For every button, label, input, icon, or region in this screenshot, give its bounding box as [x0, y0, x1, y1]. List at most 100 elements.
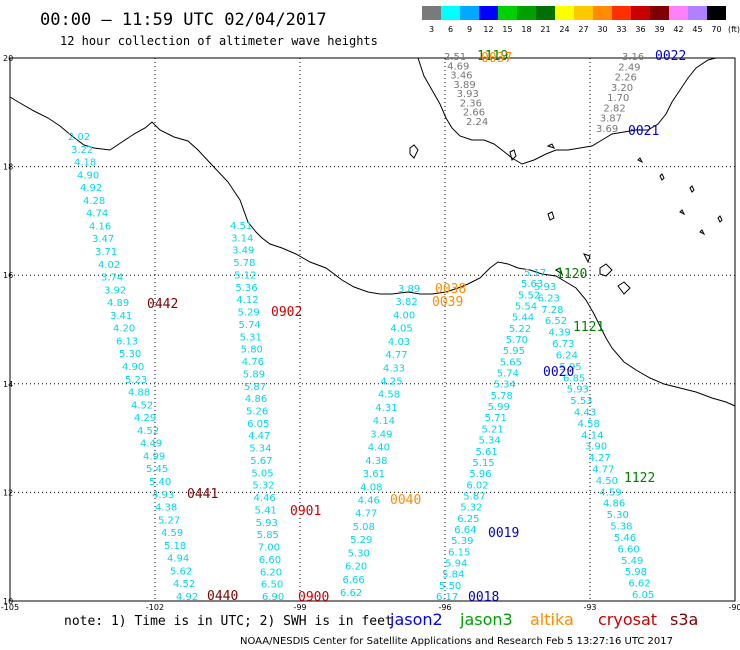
pass-time-label: 0441: [187, 487, 218, 502]
swh-value: 4.52: [131, 400, 153, 411]
colorbar-label: 9: [467, 25, 472, 34]
swh-value: 6.64: [454, 525, 476, 536]
swh-value: 4.77: [592, 465, 614, 476]
swh-value: 4.90: [77, 170, 99, 181]
swh-value: 5.80: [241, 345, 263, 356]
swh-value: 6.66: [343, 575, 365, 586]
pass-time-label: 0038: [435, 282, 466, 297]
lon-tick-label: -96: [438, 603, 451, 612]
colorbar-swatch: [498, 6, 517, 20]
colorbar: 3 6 9 12 15 18 21 24 27 30 33 36 39 42 45 70 (ft): [422, 6, 740, 34]
colorbar-swatch: [555, 6, 574, 20]
satellite-legend-item: jason2: [389, 610, 443, 629]
swh-value: 4.00: [393, 310, 415, 321]
swh-value: 3.49: [232, 246, 254, 257]
swh-value: 3.87: [600, 114, 622, 125]
colorbar-label: 70: [711, 25, 721, 34]
pass-time-label: 0442: [147, 297, 178, 312]
swh-value: 5.84: [442, 570, 464, 581]
colorbar-label: 21: [540, 25, 550, 34]
swh-value: 4.92: [80, 183, 102, 194]
lon-tick-label: -93: [583, 603, 596, 612]
swh-value: 2.26: [615, 73, 637, 84]
islands: [409, 143, 723, 295]
swh-value: 4.99: [143, 451, 165, 462]
swh-value: 4.88: [128, 388, 150, 399]
swh-value: 5.29: [350, 535, 372, 546]
colorbar-label: 27: [578, 25, 588, 34]
lon-tick-label: -102: [146, 603, 164, 612]
swh-value: 4.86: [245, 394, 267, 405]
swh-value: 5.31: [240, 332, 262, 343]
swh-value: 4.46: [358, 495, 380, 506]
pass-time-label: 0900: [298, 590, 329, 605]
colorbar-swatch: [479, 6, 498, 20]
lat-tick-label: 14: [3, 380, 13, 389]
swh-value: 5.34: [478, 436, 500, 447]
swh-value: 2.02: [68, 132, 90, 143]
swh-value: 4.28: [83, 196, 105, 207]
swh-value: 5.54: [515, 302, 537, 313]
pass-time-label: 0021: [628, 124, 659, 139]
swh-value: 5.41: [255, 505, 277, 516]
swh-value: 7.28: [541, 305, 563, 316]
swh-value: 4.50: [596, 476, 618, 487]
swh-value: 5.40: [149, 477, 171, 488]
swh-value: 3.74: [101, 273, 123, 284]
swh-value: 5.50: [439, 581, 461, 592]
swh-value: 4.47: [248, 431, 270, 442]
swh-value: 4.39: [549, 328, 571, 339]
swh-value: 6.50: [261, 580, 283, 591]
colorbar-swatch: [460, 6, 479, 20]
swh-value: 4.31: [375, 403, 397, 414]
swh-value: 4.46: [253, 493, 275, 504]
swh-value: 5.85: [257, 530, 279, 541]
colorbar-swatch: [536, 6, 555, 20]
swh-value: 3.93: [457, 89, 479, 100]
lat-tick-label: 20: [3, 54, 13, 63]
swh-value: 3.46: [450, 71, 472, 82]
swh-value: 4.74: [86, 209, 108, 220]
swh-value: 5.46: [614, 533, 636, 544]
colorbar-swatch: [631, 6, 650, 20]
swh-value: 5.74: [239, 320, 261, 331]
swh-value: 2.49: [618, 62, 640, 73]
swh-value: 4.27: [588, 453, 610, 464]
swh-value: 5.53: [570, 396, 592, 407]
swh-value: 5.22: [509, 324, 531, 335]
lat-tick-label: 18: [3, 163, 13, 172]
satellite-legend-item: s3a: [670, 610, 698, 629]
swh-value: 4.58: [378, 390, 400, 401]
swh-value: 5.36: [235, 283, 257, 294]
pass-time-label: 1122: [624, 471, 655, 486]
swh-value: 5.96: [469, 469, 491, 480]
colorbar-label: 6: [448, 25, 453, 34]
swh-value: 5.12: [234, 270, 256, 281]
swh-value: 4.51: [230, 221, 252, 232]
swh-value: 7.00: [258, 543, 280, 554]
swh-value: 5.26: [246, 407, 268, 418]
pass-time-labels: 0018 0019 0020 0021 0022 1119 1120 1121 1122 0037…: [147, 49, 686, 605]
swh-value: 4.59: [599, 487, 621, 498]
swh-value: 2.36: [460, 98, 482, 109]
swh-value: 6.60: [259, 555, 281, 566]
swh-value: 5.70: [506, 335, 528, 346]
colorbar-label: 42: [673, 25, 683, 34]
swh-value: 5.15: [472, 458, 494, 469]
legend-note: note: 1) Time is in UTC; 2) SWH is in fe…: [64, 614, 393, 629]
swh-value: 4.59: [161, 528, 183, 539]
swh-value: 5.93: [567, 385, 589, 396]
swh-value: 5.49: [621, 556, 643, 567]
coastline: [9, 96, 736, 407]
swh-value: 4.94: [167, 554, 189, 565]
swh-value: 4.20: [113, 324, 135, 335]
swh-value: 6.23: [538, 293, 560, 304]
colorbar-label: 12: [483, 25, 493, 34]
swh-value: 3.89: [398, 284, 420, 295]
swh-value: 4.38: [365, 456, 387, 467]
colorbar-swatch: [650, 6, 669, 20]
swh-value: 3.47: [92, 234, 114, 245]
swh-value: 5.87: [244, 382, 266, 393]
swh-value: 6.20: [345, 562, 367, 573]
